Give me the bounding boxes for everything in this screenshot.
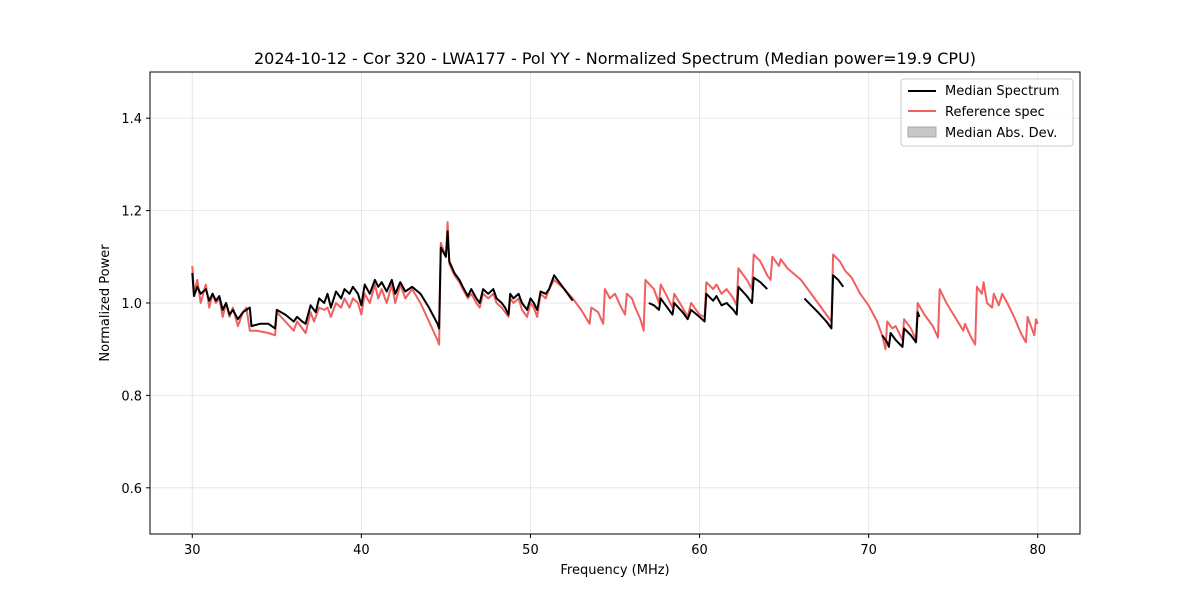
y-tick-label: 0.6 xyxy=(121,482,142,497)
x-axis: 30 40 50 60 70 80 xyxy=(184,534,1046,558)
legend: Median Spectrum Reference spec Median Ab… xyxy=(900,78,1074,147)
legend-box xyxy=(900,78,1074,147)
y-tick-label: 0.8 xyxy=(121,389,142,404)
series-layer xyxy=(191,221,1039,351)
x-tick-label: 50 xyxy=(522,543,539,558)
legend-swatch-median-abs-dev xyxy=(907,126,937,138)
legend-label-median-abs-dev: Median Abs. Dev. xyxy=(945,126,1057,141)
y-tick-label: 1.4 xyxy=(121,112,142,127)
y-axis: 0.6 0.8 1.0 1.2 1.4 xyxy=(121,112,150,497)
y-axis-label: Normalized Power xyxy=(98,244,113,362)
chart-title: 2024-10-12 - Cor 320 - LWA177 - Pol YY -… xyxy=(254,49,976,68)
x-tick-label: 40 xyxy=(353,543,370,558)
series-line-median-spectrum xyxy=(881,311,921,348)
y-tick-label: 1.0 xyxy=(121,297,142,312)
x-tick-label: 80 xyxy=(1029,543,1046,558)
legend-label-median-spectrum: Median Spectrum xyxy=(945,84,1059,99)
series-line-median-spectrum xyxy=(191,230,574,330)
series-line-median-spectrum xyxy=(648,276,768,323)
x-tick-label: 30 xyxy=(184,543,201,558)
series-line-median-spectrum xyxy=(803,274,845,330)
y-tick-label: 1.2 xyxy=(121,205,142,220)
x-axis-label: Frequency (MHz) xyxy=(560,563,669,578)
legend-label-reference-spec: Reference spec xyxy=(945,105,1045,120)
x-tick-label: 70 xyxy=(860,543,877,558)
x-tick-label: 60 xyxy=(691,543,708,558)
